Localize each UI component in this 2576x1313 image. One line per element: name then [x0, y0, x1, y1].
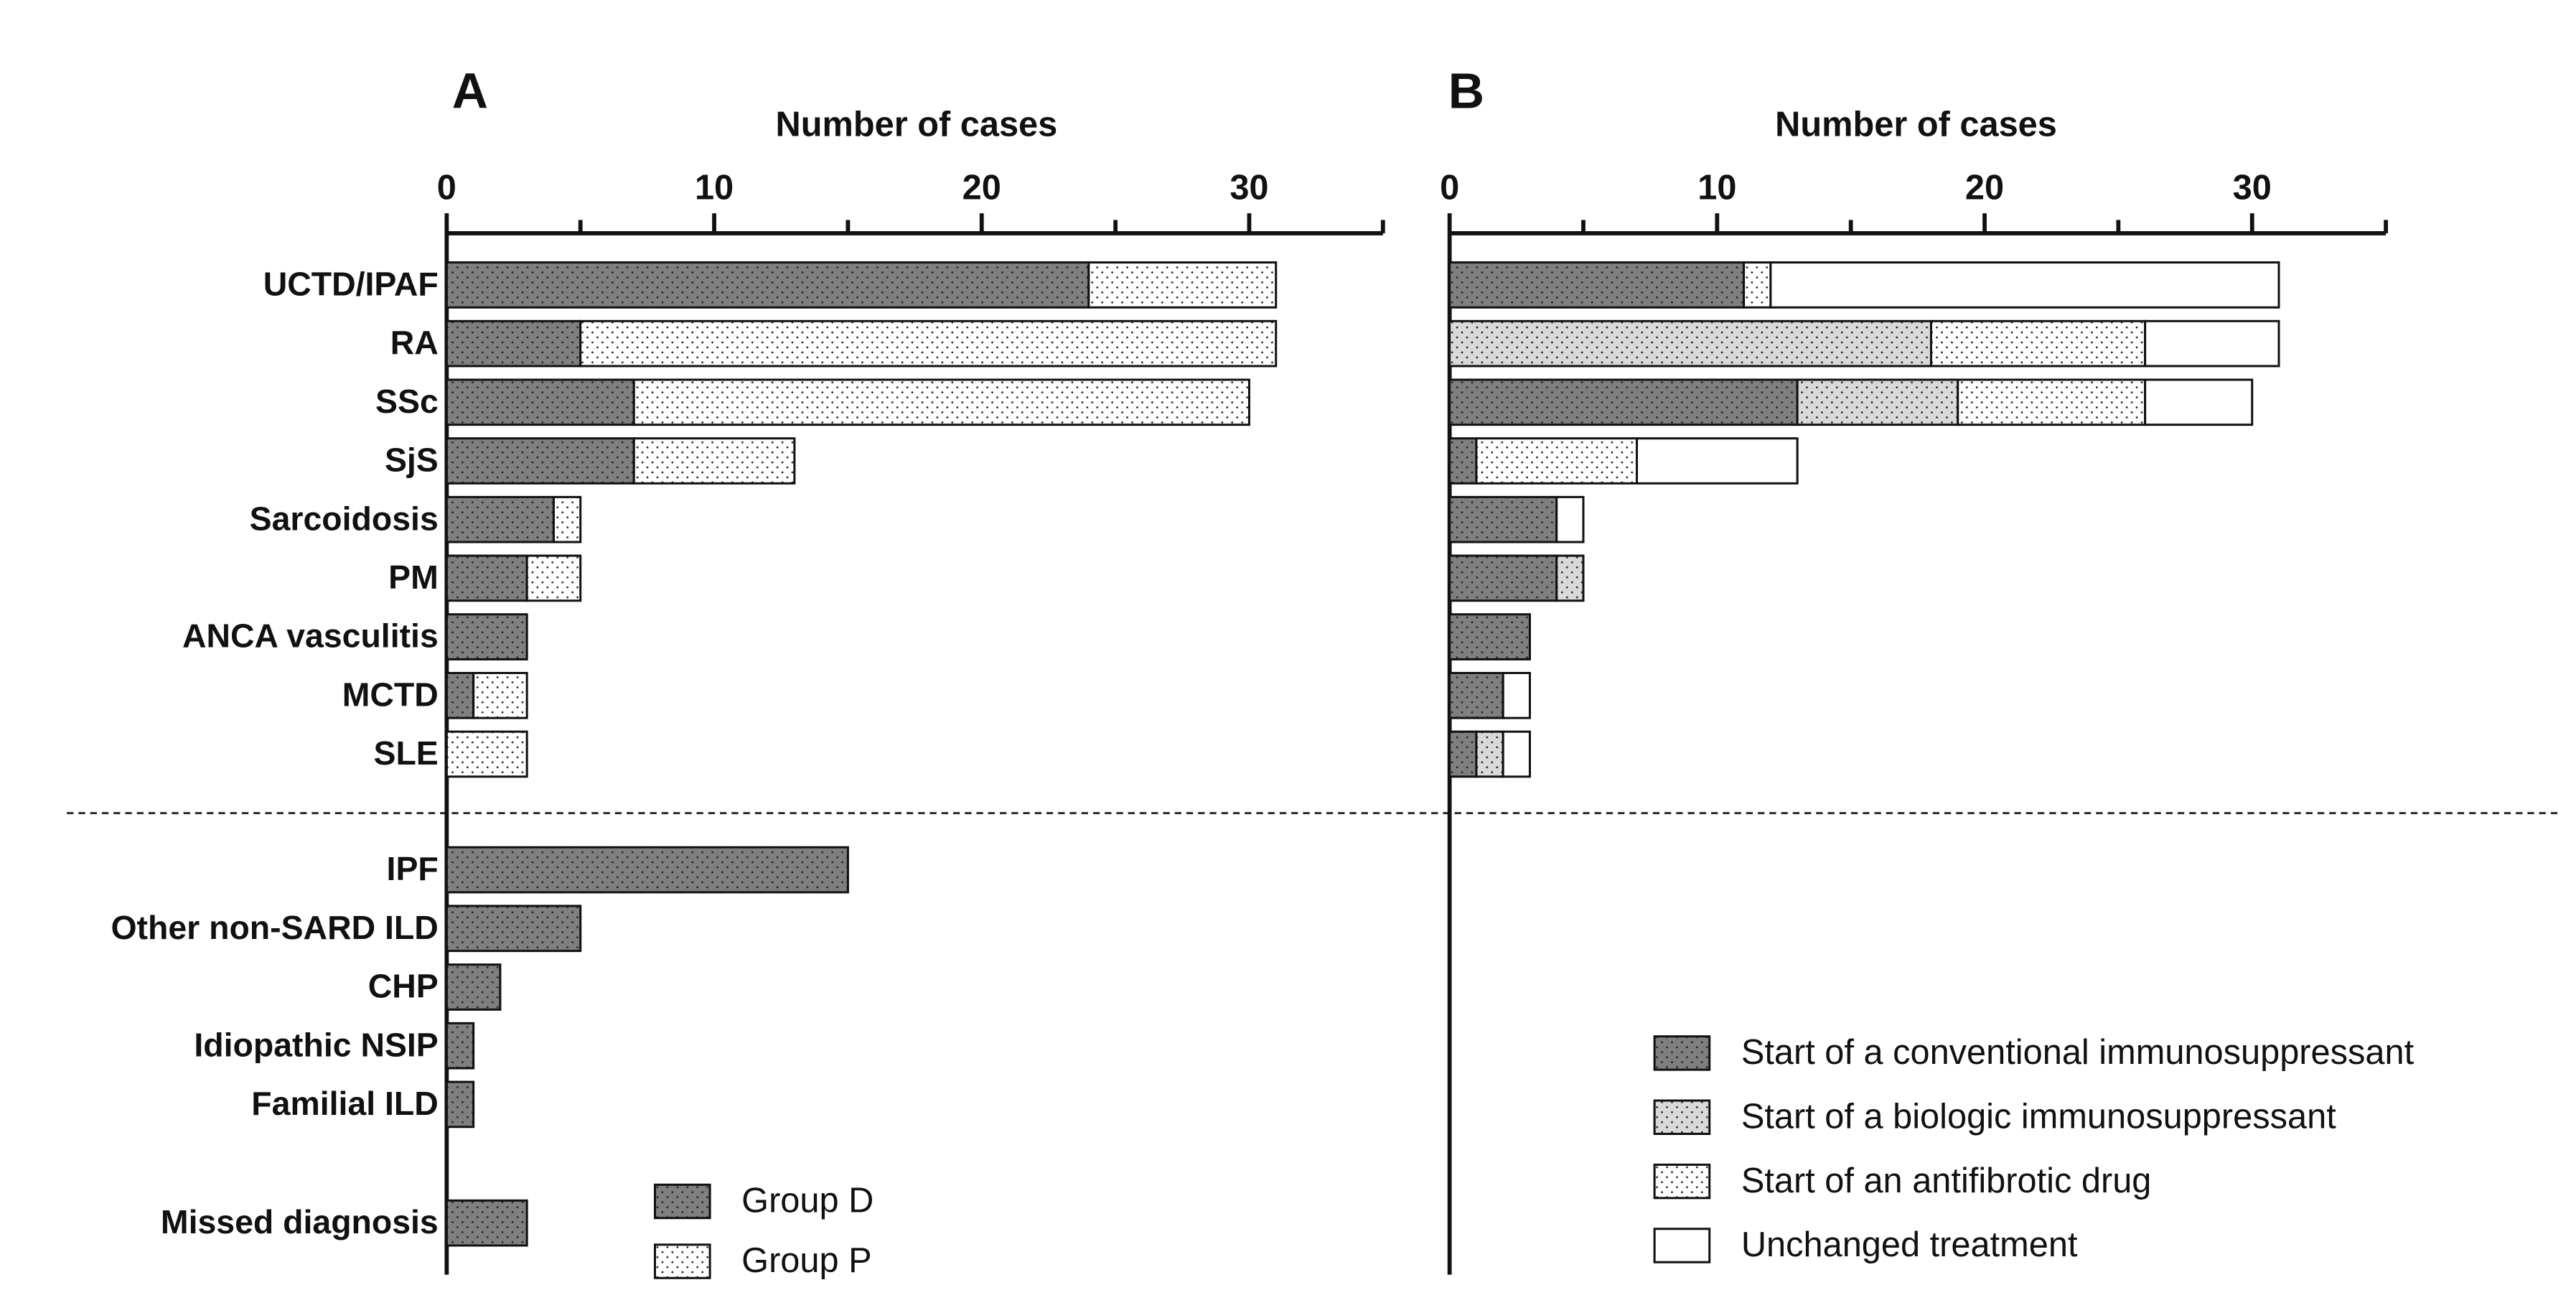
bar-segment — [445, 613, 528, 660]
bar-segment — [1448, 554, 1558, 602]
bar-segment — [2144, 378, 2254, 426]
legend-label: Start of an antifibrotic drug — [1741, 1162, 2152, 1200]
category-label: CHP — [368, 968, 439, 1005]
bar-segment — [445, 1022, 475, 1070]
category-label: MCTD — [342, 676, 439, 713]
category-label: SSc — [375, 383, 439, 420]
legend-swatch — [1653, 1099, 1711, 1135]
legend-swatch — [1653, 1035, 1711, 1071]
legend-swatch — [653, 1243, 711, 1279]
bar-segment — [445, 378, 635, 426]
bar-segment — [472, 671, 528, 719]
bar-segment — [1087, 261, 1278, 309]
bar-segment — [1448, 730, 1478, 778]
bar-segment — [1448, 671, 1504, 719]
bar-segment — [445, 554, 528, 602]
x-tick-label: 30 — [2233, 168, 2272, 207]
bar-segment — [445, 261, 1090, 309]
bar-segment — [1636, 437, 1799, 485]
legend-swatch — [1653, 1163, 1711, 1200]
category-label: RA — [390, 324, 439, 361]
bar-segment — [1475, 730, 1504, 778]
bar-segment — [445, 1199, 528, 1247]
bar-segment — [2144, 319, 2280, 368]
legend-label: Group D — [741, 1182, 874, 1220]
x-tick-label: 10 — [695, 168, 734, 207]
bar-segment — [1448, 261, 1746, 309]
bar-segment — [525, 554, 582, 602]
bar-segment — [579, 319, 1278, 368]
x-axis-title: Number of cases — [1775, 105, 2057, 144]
bar-segment — [445, 437, 635, 485]
category-label: Sarcoidosis — [250, 500, 439, 537]
category-label: ANCA vasculitis — [182, 617, 439, 655]
category-label: UCTD/IPAF — [263, 265, 439, 302]
bar-segment — [445, 846, 849, 894]
bar-segment — [1448, 495, 1558, 543]
category-label: IPF — [387, 850, 439, 887]
bar-segment — [445, 963, 502, 1011]
legend-swatch — [1653, 1228, 1711, 1263]
bar-segment — [1448, 319, 1933, 368]
category-label: SjS — [385, 441, 439, 479]
x-tick-label: 0 — [437, 168, 456, 207]
bar-segment — [632, 378, 1250, 426]
bar-segment — [1502, 671, 1531, 719]
bar-segment — [1448, 378, 1799, 426]
bar-segment — [1448, 613, 1531, 660]
bar-segment — [445, 905, 582, 953]
bar-segment — [445, 671, 475, 719]
x-tick-label: 20 — [1965, 168, 2004, 207]
x-tick-label: 10 — [1697, 168, 1736, 207]
category-label: Other non-SARD ILD — [111, 909, 438, 946]
bar-segment — [1555, 554, 1585, 602]
bar-segment — [445, 1080, 475, 1129]
category-label: SLE — [373, 734, 438, 772]
bar-segment — [1475, 437, 1639, 485]
panel-label: A — [452, 63, 488, 119]
bar-segment — [1555, 495, 1585, 543]
bar-segment — [1502, 730, 1531, 778]
bar-segment — [1796, 378, 1959, 426]
category-label: PM — [388, 559, 439, 596]
panel-label: B — [1448, 63, 1484, 119]
x-tick-label: 20 — [963, 168, 1001, 207]
legend-label: Start of a conventional immunosuppressan… — [1741, 1033, 2415, 1072]
bar-segment — [1769, 261, 2280, 309]
bar-segment — [445, 319, 582, 368]
bar-segment — [552, 495, 582, 543]
bar-segment — [1448, 437, 1478, 485]
bar-segment — [1957, 378, 2147, 426]
legend-label: Group P — [741, 1241, 871, 1280]
x-tick-label: 30 — [1230, 168, 1268, 207]
x-tick-label: 0 — [1440, 168, 1459, 207]
category-label: Idiopathic NSIP — [194, 1026, 438, 1063]
category-label: Missed diagnosis — [161, 1203, 439, 1240]
x-axis-title: Number of cases — [776, 105, 1058, 144]
bar-segment — [1929, 319, 2147, 368]
bar-segment — [445, 495, 555, 543]
category-label: Familial ILD — [251, 1085, 438, 1122]
bar-segment — [445, 730, 528, 778]
legend-label: Start of a biologic immunosuppressant — [1741, 1097, 2336, 1136]
bar-segment — [632, 437, 796, 485]
legend-swatch — [653, 1183, 711, 1220]
legend-label: Unchanged treatment — [1741, 1225, 2078, 1264]
bar-segment — [1743, 261, 1772, 309]
